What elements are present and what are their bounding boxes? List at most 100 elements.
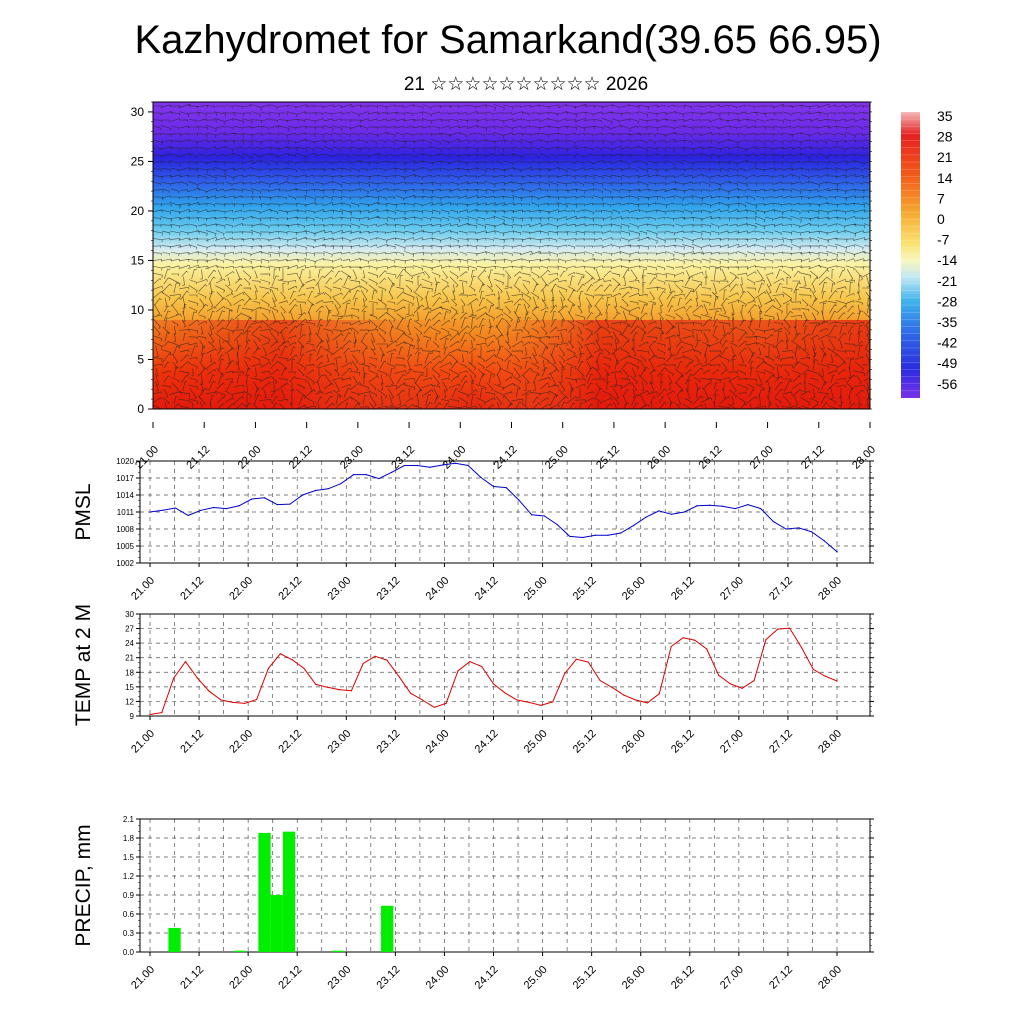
pmsl-data-point <box>276 504 278 506</box>
wind-arrow <box>414 405 422 409</box>
wind-arrow <box>676 333 682 342</box>
wind-arrow <box>610 258 622 262</box>
wind-arrow <box>493 237 505 243</box>
wind-arrow <box>493 210 505 214</box>
wind-arrow <box>359 258 370 264</box>
wind-arrow <box>550 283 558 292</box>
wind-arrow <box>511 238 523 243</box>
wind-arrow <box>389 282 396 293</box>
wind-arrow <box>363 395 367 405</box>
temp-data-point <box>386 659 388 661</box>
colorbar-label: -35 <box>937 314 957 330</box>
wind-arrow <box>638 259 648 262</box>
wind-arrow <box>315 355 324 361</box>
temp-data-point <box>481 665 483 668</box>
wind-arrow <box>583 174 595 180</box>
wind-arrow <box>585 355 594 361</box>
wind-arrow <box>369 395 377 407</box>
wind-arrow <box>161 195 171 199</box>
wind-arrow <box>637 174 650 178</box>
wind-arrow <box>863 231 870 233</box>
pmsl-data-point <box>365 474 367 476</box>
wind-arrow <box>629 182 639 185</box>
wind-arrow <box>512 258 523 262</box>
wind-arrow <box>478 373 487 385</box>
wind-arrow <box>687 379 692 392</box>
wind-arrow <box>664 187 677 192</box>
wind-arrow <box>295 146 307 152</box>
wind-arrow <box>739 319 747 327</box>
wind-arrow <box>432 111 441 115</box>
wind-arrow <box>350 216 361 222</box>
wind-arrow <box>668 375 673 384</box>
wind-arrow <box>163 340 170 347</box>
wind-arrow <box>593 294 603 297</box>
wind-arrow <box>790 215 802 223</box>
wind-arrow <box>234 209 243 213</box>
precip-bar <box>233 950 247 952</box>
wind-arrow <box>845 244 855 248</box>
wind-arrow <box>692 126 703 130</box>
wind-arrow <box>180 189 189 192</box>
wind-arrow <box>271 395 279 404</box>
wind-arrow <box>511 350 523 354</box>
wind-arrow <box>450 203 459 207</box>
wind-arrow <box>440 119 450 123</box>
wind-arrow <box>531 202 540 208</box>
wind-arrow <box>621 217 630 220</box>
wind-arrow <box>766 276 772 287</box>
wind-arrow <box>649 380 655 393</box>
wind-arrow <box>728 146 739 150</box>
wind-arrow <box>317 324 324 336</box>
wind-arrow <box>200 373 204 385</box>
wind-arrow <box>315 299 324 304</box>
wind-arrow <box>727 243 740 249</box>
wind-arrow <box>441 319 451 326</box>
wind-arrow <box>187 112 200 116</box>
wind-arrow <box>403 378 415 382</box>
wind-arrow <box>322 125 334 131</box>
wind-arrow <box>692 189 702 193</box>
wind-arrow <box>243 298 252 306</box>
x-tick-label: 23.00 <box>338 444 366 472</box>
wind-arrow <box>434 281 441 294</box>
wind-arrow <box>846 258 855 262</box>
wind-arrow <box>216 291 224 300</box>
y-tick-label: 1017 <box>116 474 134 483</box>
x-tick-label: 23.00 <box>325 964 353 992</box>
wind-arrow <box>693 377 701 383</box>
wind-arrow <box>685 312 691 321</box>
wind-arrow <box>187 264 200 270</box>
x-tick-label: 25.00 <box>522 964 550 992</box>
wind-arrow <box>547 336 560 340</box>
pmsl-data-point <box>314 489 316 492</box>
wind-arrow <box>224 251 234 255</box>
wind-arrow <box>710 161 721 166</box>
wind-arrow <box>784 368 790 377</box>
wind-arrow <box>755 216 766 223</box>
wind-arrow <box>155 368 159 377</box>
wind-arrow <box>352 375 358 384</box>
wind-arrow <box>305 322 316 327</box>
wind-arrow <box>325 305 331 314</box>
wind-arrow <box>738 111 747 115</box>
pmsl-data-point <box>632 525 635 527</box>
x-tick-label: 28.00 <box>816 575 844 603</box>
wind-arrow <box>800 111 811 115</box>
wind-arrow <box>551 345 558 357</box>
wind-arrow <box>729 326 738 334</box>
wind-arrow <box>161 161 171 165</box>
wind-arrow <box>215 278 226 284</box>
wind-arrow <box>165 402 167 409</box>
wind-arrow <box>450 354 458 364</box>
pmsl-data-point <box>772 521 774 523</box>
wind-arrow <box>557 140 568 144</box>
wind-arrow <box>765 245 774 249</box>
x-tick-label: 22.12 <box>287 444 315 472</box>
wind-arrow <box>808 209 820 215</box>
wind-arrow <box>278 231 288 235</box>
wind-arrow <box>701 104 712 108</box>
wind-arrow <box>646 236 658 244</box>
wind-arrow <box>323 202 334 206</box>
wind-arrow <box>639 266 648 270</box>
